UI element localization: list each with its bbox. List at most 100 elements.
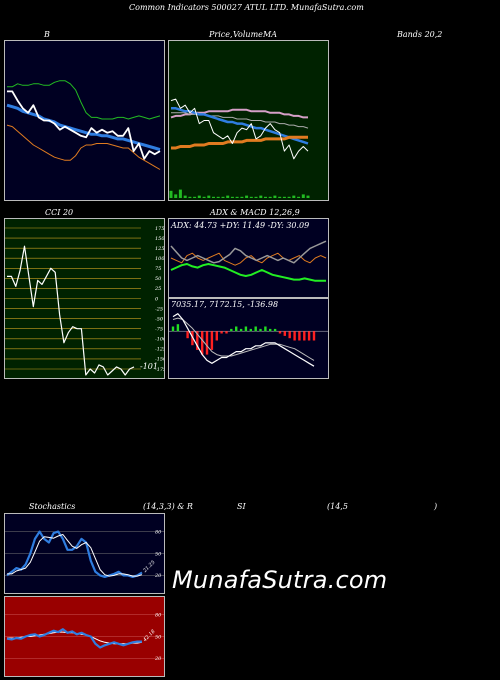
cci-line [7, 245, 135, 376]
price-panel [168, 40, 329, 201]
stochastics-tick-label: 80 [155, 529, 162, 535]
volume-bar [221, 196, 225, 198]
volume-bar [183, 195, 187, 198]
macd-histogram-bar [283, 331, 286, 336]
macd-histogram-bar [312, 331, 316, 341]
macd-histogram-bar [201, 331, 204, 355]
macd-histogram-bar [215, 331, 218, 341]
page-title: Common Indicators 500027 ATUL LTD. Munaf… [129, 3, 364, 12]
volume-bar [297, 196, 301, 198]
bollinger-close-line [7, 90, 161, 160]
cci-tick-label: 100 [155, 256, 164, 262]
stochastics-d-line [7, 534, 143, 577]
volume-bar [273, 195, 277, 198]
volume-bar [207, 195, 211, 198]
price-chart [169, 98, 310, 198]
volume-bar [178, 189, 182, 198]
stochastics-k-line [6, 530, 143, 579]
volume-bar [230, 196, 234, 198]
macd-histogram-bar [264, 326, 267, 332]
price-ma-fast [171, 107, 309, 145]
macd-histogram-bar [244, 326, 248, 332]
cci-tick-label: 75 [155, 266, 161, 272]
volume-bar [226, 195, 230, 198]
price-volume-heading: Volume [233, 30, 263, 39]
volume-bar [259, 195, 263, 198]
volume-bar [202, 196, 206, 198]
macd-histogram-bar [196, 331, 199, 350]
bollinger-heading-right: Bands 20,2 [397, 30, 443, 39]
volume-bar [278, 196, 282, 198]
rsi-params-heading: (14,5 [327, 502, 348, 511]
cci-last-label: -101 [140, 362, 158, 371]
rsi-panel: 80 50 20 42.18 [4, 596, 165, 677]
cci-tick-label: 50 [155, 276, 162, 282]
macd-panel: 7035.17, 7172.15, -136.98 [168, 298, 329, 379]
cci-tick-label: 25 [154, 286, 161, 292]
bollinger-upper-band [7, 80, 161, 120]
stochastics-params-heading: (14,3,3) & R [143, 502, 193, 511]
macd-histogram-bar [259, 328, 262, 332]
rsi-line [6, 628, 142, 649]
price-heading: Price, [209, 30, 233, 39]
bollinger-heading-left: B [44, 30, 50, 39]
volume-bar [264, 196, 267, 198]
bollinger-middle-band [6, 103, 161, 152]
volume-bar [169, 190, 173, 198]
volume-bar [245, 195, 249, 198]
volume-bar [193, 196, 197, 198]
cci-tick-label: 150 [155, 236, 164, 242]
cci-tick-label: 0 [155, 296, 159, 302]
stochastics-heading: Stochastics [29, 502, 76, 511]
cci-tick-label: -175 [155, 367, 164, 373]
adx-chart [170, 240, 327, 282]
cci-tick-label: -50 [155, 316, 164, 322]
rsi-tick-label: 20 [154, 656, 162, 662]
volume-bar [282, 196, 286, 198]
cci-tick-label: -125 [155, 347, 164, 353]
bollinger-lower-band [6, 124, 161, 170]
volume-bar [292, 195, 296, 198]
macd-histogram-bar [220, 331, 223, 334]
cci-tick-label: -100 [155, 337, 164, 343]
macd-histogram-bar [269, 328, 272, 332]
adx-macd-heading: ADX & MACD 12,26,9 [210, 208, 300, 217]
macd-histogram-bar [288, 331, 291, 339]
macd-histogram-bar [176, 324, 180, 332]
volume-bar [235, 196, 239, 198]
stochastics-tick-label: 20 [154, 573, 162, 579]
macd-histogram-bar [293, 331, 296, 341]
macd-histogram-bar [230, 328, 233, 332]
macd-histogram-bar [298, 331, 301, 341]
volume-bar [287, 196, 291, 198]
macd-histogram-bar [249, 328, 252, 332]
rsi-heading: SI [237, 502, 246, 511]
macd-histogram-bar [273, 328, 277, 332]
volume-bar [301, 194, 305, 198]
macd-histogram-bar [171, 326, 175, 332]
bollinger-chart [6, 80, 161, 170]
macd-histogram-bar [239, 328, 243, 332]
volume-bar [188, 196, 192, 198]
volume-bar [254, 196, 258, 198]
macd-histogram-bar [186, 331, 189, 339]
adx-label: ADX: 44.73 +DY: 11.49 -DY: 30.09 [171, 221, 310, 230]
rsi-tick-label: 50 [155, 634, 162, 640]
price-close-line [170, 98, 309, 160]
macd-histogram-bar [307, 331, 311, 341]
macd-histogram-bar [235, 326, 238, 332]
volume-bar [249, 196, 253, 198]
volume-bar [212, 196, 215, 198]
macd-histogram-bar [205, 331, 209, 355]
macd-histogram-bar [210, 331, 214, 350]
adx-panel: ADX: 44.73 +DY: 11.49 -DY: 30.09 [168, 218, 329, 298]
volume-bar [216, 196, 220, 198]
macd-chart [169, 313, 328, 367]
stochastics-tick-label: 50 [155, 551, 162, 557]
cci-chart: 175 150 125 100 75 50 25 0 -25 -50 -75 -100 -125 -150… [5, 226, 164, 376]
cci-tick-label: 125 [155, 246, 164, 252]
cci-tick-label: -150 [155, 357, 164, 363]
volume-bar [197, 195, 201, 198]
